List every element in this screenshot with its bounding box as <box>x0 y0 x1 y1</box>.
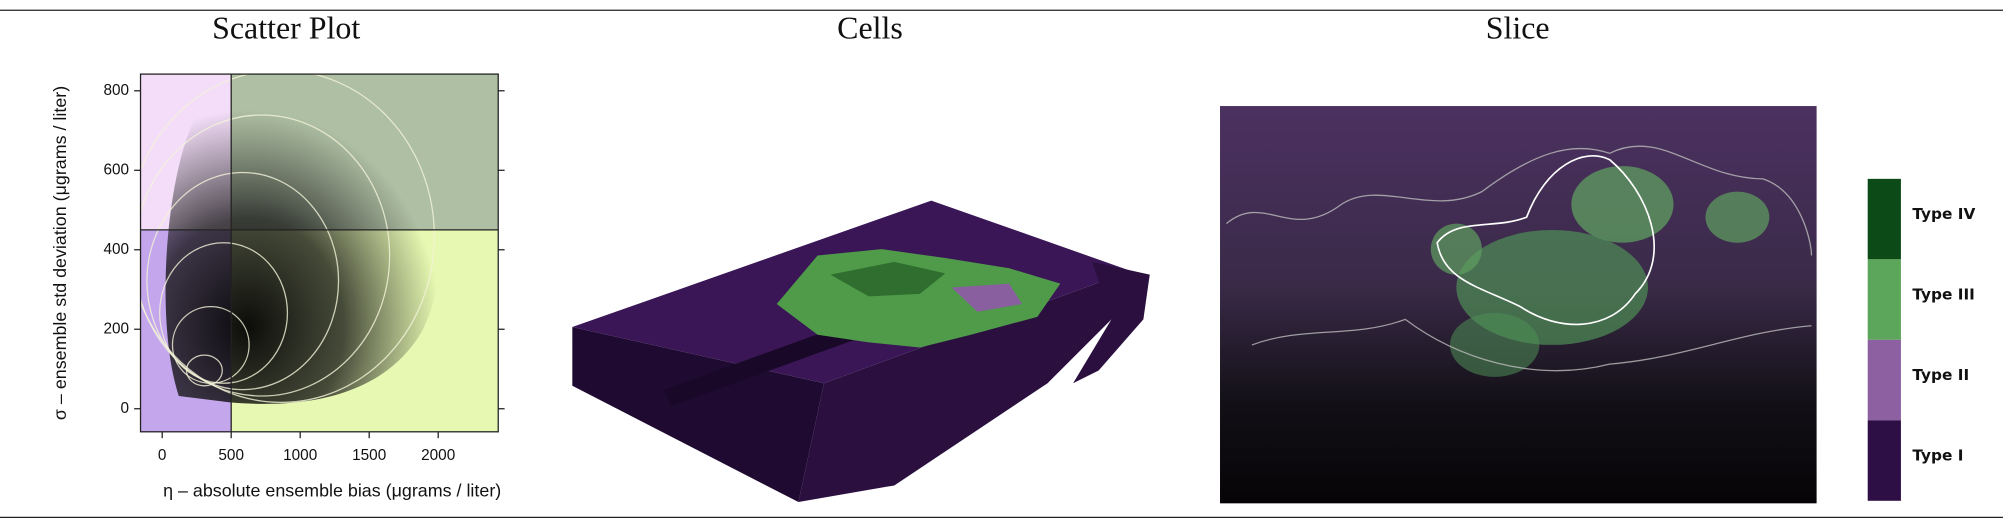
panel-title: Scatter Plot <box>212 10 360 45</box>
x-tick-label: 1500 <box>352 447 386 464</box>
cells-view <box>572 200 1150 503</box>
slice-blob <box>1571 166 1674 243</box>
x-axis-label: η – absolute ensemble bias (μgrams / lit… <box>163 481 501 501</box>
block-front <box>798 270 1131 503</box>
slice-blob <box>1705 191 1770 243</box>
panel-title: Cells <box>837 10 903 45</box>
y-axis-label: σ – ensemble std deviation (μgrams / lit… <box>50 86 70 420</box>
density-contour <box>146 171 340 391</box>
plot-frame <box>139 73 499 433</box>
legend-label: Type II <box>1912 366 1969 384</box>
density-contour <box>140 74 435 404</box>
y-tick-label: 400 <box>103 241 129 258</box>
slice-blob <box>1449 312 1540 377</box>
legend-label: Type IV <box>1912 205 1975 223</box>
y-tick-label: 600 <box>103 161 129 178</box>
legend-swatch <box>1867 339 1901 421</box>
figure-content: Scatter Plot Cells Slice 0 500 1000 1500 200… <box>0 9 2003 519</box>
x-tick-label: 2000 <box>421 447 455 464</box>
cells-purple <box>951 283 1022 312</box>
legend-label: Type I <box>1912 447 1963 465</box>
legend-swatch <box>1867 420 1901 501</box>
cells-dark-green <box>830 261 946 297</box>
legend-swatch <box>1867 259 1901 340</box>
density-contour <box>140 114 391 397</box>
legend-swatch <box>1867 178 1901 260</box>
x-tick-label: 500 <box>218 447 244 464</box>
slice-contour <box>1436 155 1655 326</box>
x-tick-label: 0 <box>158 447 167 464</box>
scatter-plot: 0 500 1000 1500 2000 0 200 400 600 800 η – absolut… <box>50 73 505 501</box>
y-tick-label: 800 <box>103 82 129 99</box>
y-tick-label: 0 <box>120 400 129 417</box>
x-tick-label: 1000 <box>283 447 317 464</box>
density-contour <box>159 242 289 384</box>
slice-view <box>1220 106 1817 504</box>
panel-title: Slice <box>1486 10 1550 45</box>
legend: Type IV Type III Type II Type I <box>1867 178 1975 501</box>
cells-ragged <box>1073 261 1150 384</box>
legend-label: Type III <box>1912 286 1974 304</box>
density <box>140 74 441 404</box>
y-tick-label: 200 <box>103 320 129 337</box>
slice-contour <box>1225 145 1813 372</box>
